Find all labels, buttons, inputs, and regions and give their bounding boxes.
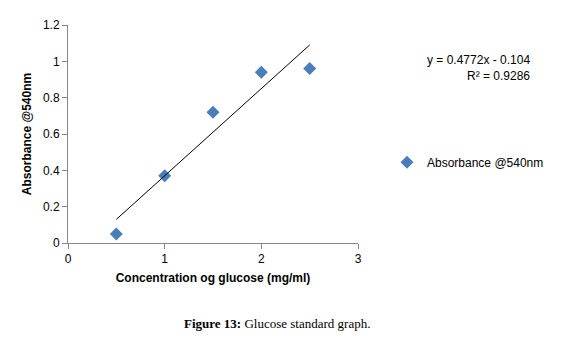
svg-text:Absorbance @540nm: Absorbance @540nm (427, 156, 543, 170)
svg-text:0: 0 (65, 252, 72, 266)
svg-text:0.8: 0.8 (43, 91, 60, 105)
svg-text:0.2: 0.2 (43, 200, 60, 214)
svg-text:0.4: 0.4 (43, 164, 60, 178)
svg-text:1: 1 (161, 252, 168, 266)
svg-text:Concentration og glucose (mg/m: Concentration og glucose (mg/ml) (116, 271, 311, 285)
svg-text:1: 1 (53, 55, 60, 69)
svg-text:R² = 0.9286: R² = 0.9286 (467, 69, 530, 83)
svg-text:0: 0 (53, 236, 60, 250)
svg-text:y = 0.4772x - 0.104: y = 0.4772x - 0.104 (427, 53, 530, 67)
svg-text:0.6: 0.6 (43, 127, 60, 141)
svg-text:3: 3 (355, 252, 362, 266)
svg-text:1.2: 1.2 (43, 18, 60, 32)
svg-text:Absorbance @540nm: Absorbance @540nm (20, 73, 34, 195)
svg-text:2: 2 (258, 252, 265, 266)
svg-text:Figure 13: Glucose standard gr: Figure 13: Glucose standard graph. (184, 316, 370, 331)
